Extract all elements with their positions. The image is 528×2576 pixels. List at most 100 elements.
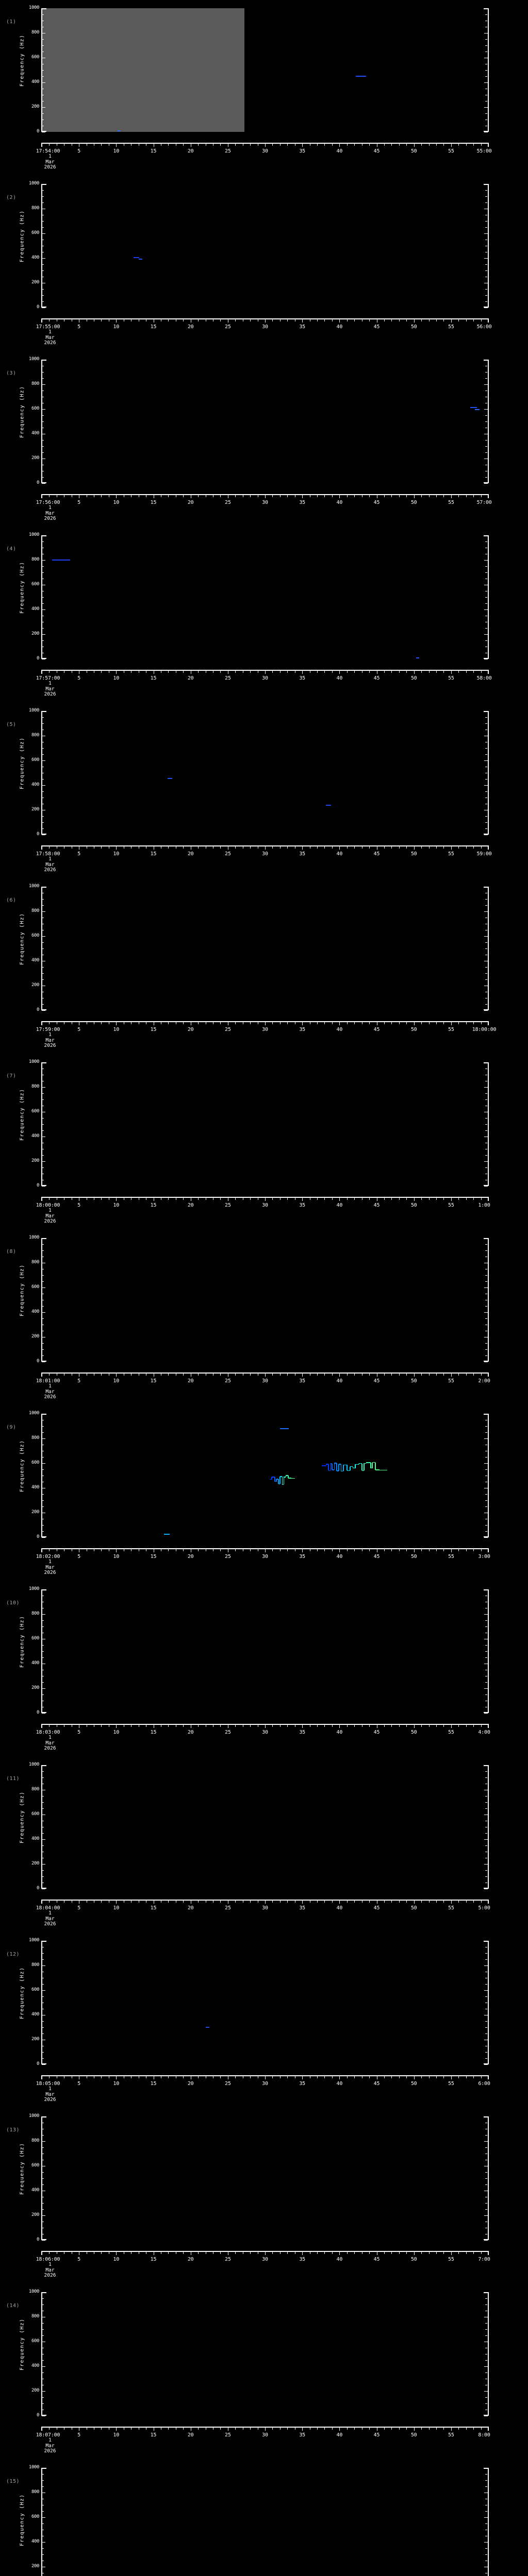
x-tick [466, 2252, 467, 2254]
x-tick-label: 50 [410, 1202, 417, 1208]
x-tick [235, 319, 236, 321]
x-tick-label: 40 [336, 851, 343, 857]
x-tick [488, 2428, 489, 2430]
x-tick [116, 1198, 117, 1201]
y-tick [485, 1318, 487, 1319]
x-axis-line [41, 494, 489, 495]
y-tick-label: 400 [31, 2188, 39, 2193]
y-tick [42, 1426, 44, 1427]
x-tick [332, 1374, 333, 1376]
x-axis-line [41, 845, 489, 846]
plot-area [42, 8, 488, 132]
plot-area [42, 1062, 488, 1186]
x-tick [481, 1549, 482, 1551]
x-tick [302, 2428, 303, 2431]
plot-canvas [42, 535, 488, 659]
date-day: 1 [48, 154, 52, 159]
x-tick [451, 2252, 452, 2255]
x-tick [198, 846, 199, 849]
x-tick [302, 319, 303, 323]
x-tick [421, 319, 422, 321]
x-tick-label: 20 [187, 148, 194, 154]
x-tick [198, 1549, 199, 1551]
spine-cap-top [484, 887, 488, 888]
x-tick-label: 45 [373, 1027, 380, 1032]
x-tick [406, 671, 407, 673]
x-tick [436, 144, 437, 146]
date-month: Mar [45, 334, 55, 341]
x-tick [406, 2428, 407, 2430]
y-tick [485, 2360, 487, 2361]
y-tick-label: 800 [31, 733, 39, 738]
x-tick [235, 2076, 236, 2078]
x-tick [302, 846, 303, 850]
x-tick [287, 1022, 288, 1024]
spine-cap-bottom [42, 2063, 46, 2064]
contour-step-v [271, 1477, 272, 1480]
x-tick-label: 20 [187, 1554, 194, 1560]
y-tick [42, 1186, 45, 1187]
plot-canvas [42, 2116, 488, 2240]
x-tick-label: 20 [187, 500, 194, 505]
x-tick [466, 1022, 467, 1024]
x-tick [198, 2428, 199, 2430]
x-tick [354, 846, 355, 849]
x-tick [332, 2428, 333, 2430]
x-tick [369, 2428, 370, 2430]
x-tick [235, 2252, 236, 2254]
y-tick-label: 1000 [28, 1235, 39, 1240]
x-axis-end-label: 8:00 [478, 2432, 490, 2438]
contour-step-h [269, 1479, 272, 1480]
y-tick-label: 600 [31, 230, 39, 235]
x-tick [265, 2252, 266, 2255]
x-tick-label: 45 [373, 2432, 380, 2438]
plot-area [42, 887, 488, 1010]
y-tick [485, 597, 487, 598]
x-tick [481, 1198, 482, 1200]
y-tick [42, 82, 45, 83]
x-tick [198, 319, 199, 321]
x-tick-label: 30 [262, 148, 268, 154]
x-tick [384, 1198, 385, 1200]
x-tick [481, 2428, 482, 2430]
x-tick [101, 2076, 102, 2078]
y-tick [42, 2304, 44, 2305]
y-tick [42, 1839, 45, 1840]
x-tick [101, 319, 102, 321]
y-tick-label: 400 [31, 79, 39, 84]
y-tick [42, 1765, 45, 1766]
y-tick [484, 409, 488, 410]
x-tick [317, 495, 318, 497]
x-tick-label: 35 [299, 324, 305, 330]
x-tick [391, 2428, 392, 2430]
y-tick [484, 2116, 488, 2117]
y-tick-label: 400 [31, 1485, 39, 1490]
spine-cap-top [42, 1238, 46, 1239]
x-tick [369, 1022, 370, 1024]
x-tick [198, 1901, 199, 1903]
contour-step-v [355, 1464, 356, 1468]
y-tick [42, 2391, 45, 2392]
x-tick [414, 2076, 415, 2079]
y-tick [485, 2184, 487, 2185]
spine-cap-bottom [484, 1536, 488, 1537]
x-tick [436, 2252, 437, 2254]
panel-index-label: (10) [6, 1600, 20, 1606]
x-tick [428, 846, 430, 849]
contour-step-h [326, 1464, 328, 1465]
y-tick [485, 566, 487, 567]
x-tick [250, 1022, 251, 1024]
x-tick [466, 319, 467, 321]
x-tick [384, 1374, 385, 1376]
x-axis-date-stack: 1 Mar 2026 [44, 1559, 56, 1576]
y-tick-label: 600 [31, 55, 39, 60]
x-tick [317, 1901, 318, 1903]
y-tick [42, 1845, 44, 1846]
x-tick [384, 846, 385, 849]
x-tick [198, 1198, 199, 1200]
spine-cap-top [484, 1589, 488, 1590]
x-tick [168, 144, 169, 146]
y-tick [42, 1506, 44, 1507]
x-tick [481, 1725, 482, 1727]
y-tick [485, 202, 487, 203]
